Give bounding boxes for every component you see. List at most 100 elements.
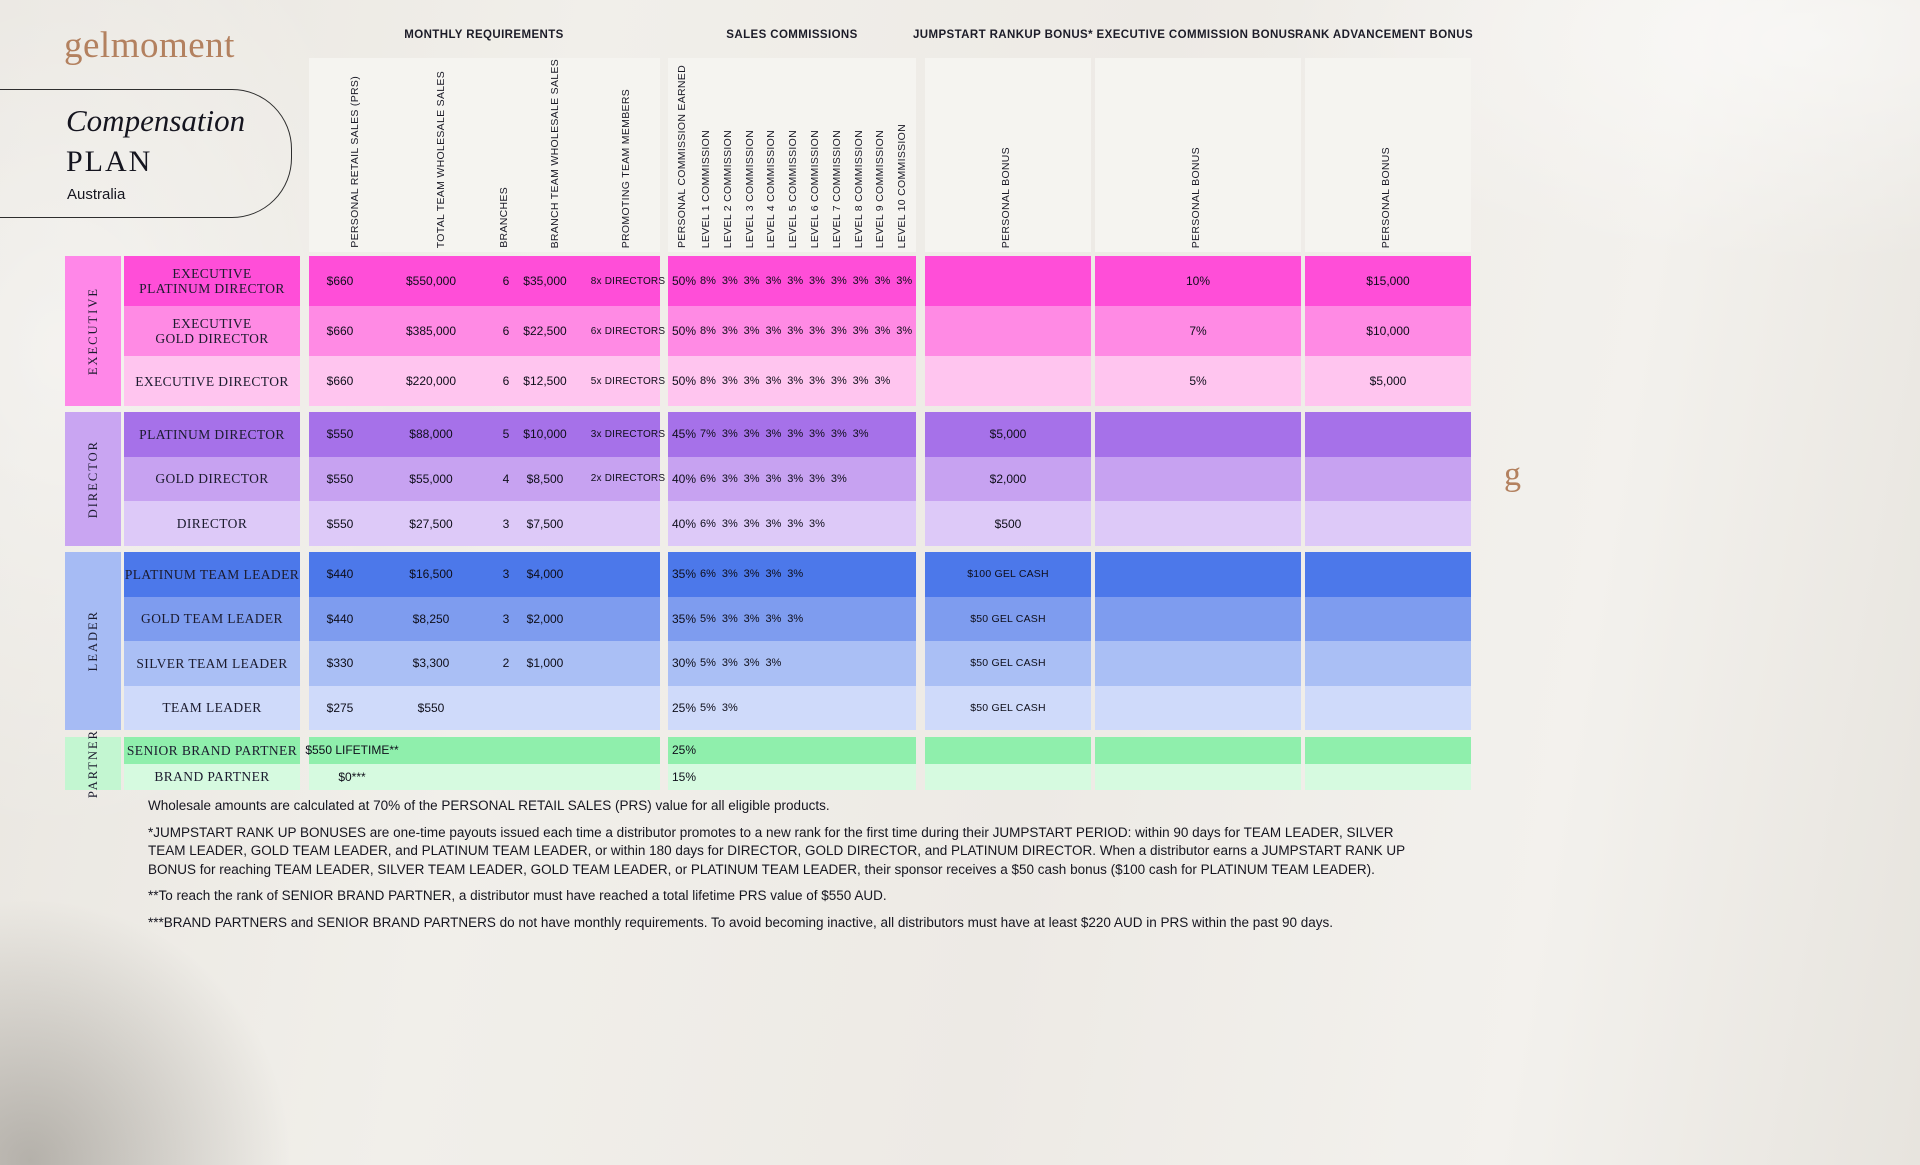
column-header-monthly: BRANCHES (498, 187, 510, 248)
footnote-brand-partners: ***BRAND PARTNERS and SENIOR BRAND PARTN… (148, 914, 1334, 930)
table-row-band (668, 412, 916, 457)
cell-value: $8,250 (412, 611, 450, 626)
rank-name-line: GOLD TEAM LEADER (141, 611, 283, 627)
cell-value: 3% (787, 517, 804, 530)
cell-value: 3% (721, 275, 738, 287)
cell-value: 15% (671, 769, 697, 784)
cell-value: 3% (765, 657, 782, 670)
header-panel-sales-commissions (668, 58, 916, 252)
page-title-compensation: Compensation (66, 103, 246, 138)
table-row-band (925, 641, 1091, 686)
column-header-sales: LEVEL 10 COMMISSION (896, 123, 909, 248)
cell-value: $385,000 (405, 324, 457, 338)
cell-value: 6 (502, 274, 510, 288)
table-row-band (309, 763, 660, 790)
cell-value: 2 (502, 656, 510, 671)
column-header-sales: LEVEL 8 COMMISSION (852, 129, 865, 248)
cell-value: 3% (830, 275, 847, 287)
table-row-band (668, 737, 916, 764)
rank-name-line: GOLD DIRECTOR (155, 471, 269, 487)
cell-value: $440 (326, 567, 354, 582)
cell-value: 10% (1185, 274, 1211, 288)
promoting-value: 8x DIRECTORS (590, 275, 666, 287)
brand-g-mark-icon: g (1504, 456, 1521, 493)
cell-value: 7% (1189, 324, 1207, 338)
table-row-band (668, 552, 916, 597)
header-panel-monthly-requirements (309, 58, 660, 252)
cell-value: 3% (721, 657, 738, 670)
table-row-band (668, 596, 916, 641)
table-row-band (668, 763, 916, 790)
cell-value: $8,500 (526, 471, 564, 486)
title-box-outline (0, 89, 292, 218)
promoting-value: 5x DIRECTORS (590, 375, 666, 387)
column-header-monthly: PERSONAL RETAIL SALES (PRS) (349, 76, 361, 248)
column-header-sales: LEVEL 5 COMMISSION (787, 129, 800, 248)
table-row-band (1095, 501, 1301, 546)
cell-value: 3% (721, 428, 738, 441)
cell-value: 3% (874, 275, 891, 287)
cell-value: $10,000 (1366, 324, 1410, 338)
cell-value: 3% (743, 275, 760, 287)
table-row-band (1305, 641, 1471, 686)
column-header-sales: LEVEL 9 COMMISSION (874, 129, 887, 248)
table-row-band (309, 356, 660, 406)
cell-value: 3% (830, 428, 847, 441)
rank-name: SENIOR BRAND PARTNER (124, 737, 300, 764)
cell-value: 3% (721, 472, 738, 485)
cell-value: 3% (743, 612, 760, 625)
table-row-band (1095, 763, 1301, 790)
table-row-band (1305, 685, 1471, 730)
cell-value: $660 (326, 324, 354, 338)
table-row-band (1095, 306, 1301, 356)
rank-group-label-text: LEADER (85, 610, 100, 672)
cell-value: $2,000 (989, 471, 1027, 486)
rank-name-line: EXECUTIVE (172, 316, 252, 331)
cell-value: 3% (765, 568, 782, 581)
cell-value: 8% (700, 325, 716, 337)
cell-value: 3% (721, 568, 738, 581)
cell-value: $550 (326, 427, 354, 442)
page-region: Australia (67, 186, 126, 203)
table-row-band (309, 552, 660, 597)
table-row-band (1305, 596, 1471, 641)
table-row-band (1305, 501, 1471, 546)
rank-name: TEAM LEADER (124, 686, 300, 731)
table-row-band (1305, 737, 1471, 764)
rank-name: DIRECTOR (124, 501, 300, 546)
table-row-band (124, 596, 300, 641)
column-header-monthly: TOTAL TEAM WHOLESALE SALES (435, 70, 447, 248)
table-row-band (1095, 256, 1301, 306)
cell-value: 3% (743, 517, 760, 530)
cell-value: $16,500 (409, 567, 453, 582)
cell-value: 3% (830, 472, 847, 485)
table-row-band (925, 685, 1091, 730)
cell-value: 50% (671, 324, 697, 338)
cell-value: $660 (326, 374, 354, 388)
cell-value: $660 (326, 274, 354, 288)
table-row-band (1305, 552, 1471, 597)
cell-value: $550,000 (405, 274, 457, 288)
table-row-band (124, 685, 300, 730)
footnote-jumpstart: *JUMPSTART RANK UP BONUSES are one-time … (148, 824, 1405, 877)
cell-value: 3% (721, 517, 738, 530)
header-panel-rank-advancement-bonus (1305, 58, 1471, 252)
table-row-band (309, 596, 660, 641)
table-row-band (1305, 306, 1471, 356)
footnote-senior-brand-partner: **To reach the rank of SENIOR BRAND PART… (148, 888, 887, 903)
header-panel-executive-commission-bonus (1095, 58, 1301, 252)
table-row-band (1095, 412, 1301, 457)
cell-value: 50% (671, 274, 697, 288)
rank-name-line: SENIOR BRAND PARTNER (126, 742, 298, 758)
cell-value: 3% (743, 375, 760, 387)
cell-value: $550 (326, 516, 354, 531)
page-title-plan: PLAN (66, 145, 153, 178)
table-row-band (1095, 356, 1301, 406)
cell-value: 3% (809, 428, 825, 441)
cell-value: 3% (830, 375, 847, 387)
cell-value: $550 (326, 471, 354, 486)
cell-value: 3% (765, 517, 782, 530)
cell-value: $35,000 (523, 274, 567, 288)
table-row-band (925, 306, 1091, 356)
table-row-band (1095, 685, 1301, 730)
